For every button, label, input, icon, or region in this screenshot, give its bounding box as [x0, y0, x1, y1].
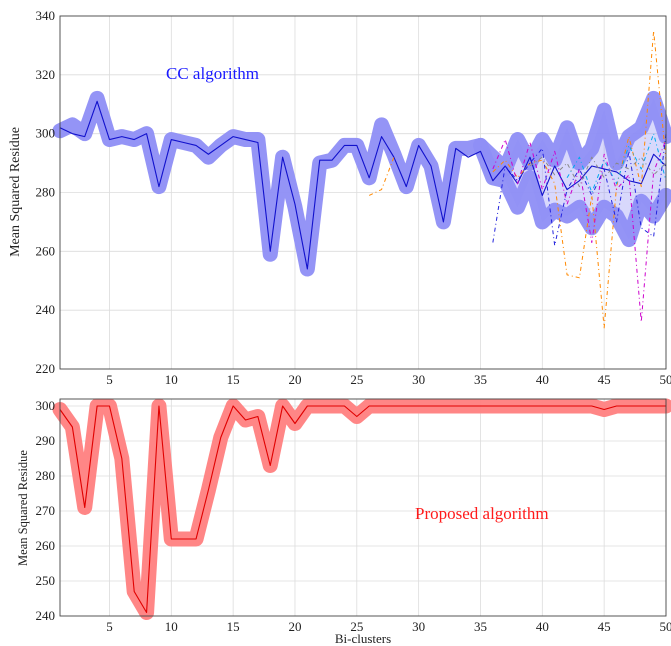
- y-tick-label: 280: [36, 185, 56, 200]
- x-tick-label: 20: [288, 372, 301, 387]
- x-tick-label: 20: [288, 619, 301, 634]
- series-line-0: [59, 405, 666, 614]
- cc-algorithm-annotation: CC algorithm: [166, 64, 259, 83]
- series-line-3: [492, 133, 667, 246]
- x-tick-label: 25: [350, 372, 363, 387]
- top-y-tick-labels: 220 240 260 280 300 320 340: [36, 8, 56, 376]
- top-plot-frame: [59, 15, 667, 370]
- y-tick-label: 260: [36, 538, 56, 553]
- lower-envelope-band: [472, 137, 671, 248]
- x-tick-label: 25: [350, 619, 363, 634]
- x-tick-label: 15: [227, 619, 240, 634]
- series-line-1: [368, 157, 395, 196]
- y-tick-label: 340: [36, 8, 56, 23]
- y-tick-label: 290: [36, 433, 56, 448]
- y-tick-label: 220: [36, 361, 56, 376]
- x-tick-label: 15: [227, 372, 240, 387]
- series-line-0: [59, 100, 667, 270]
- bottom-y-axis-label: Mean Squared Residue: [16, 450, 30, 566]
- x-tick-label: 35: [474, 619, 487, 634]
- bottom-x-axis-label: Bi-clusters: [335, 631, 391, 646]
- x-tick-label: 40: [536, 372, 549, 387]
- x-tick-label: 35: [474, 372, 487, 387]
- bottom-plot-frame: [59, 398, 667, 617]
- series-line-4: [566, 133, 667, 193]
- x-tick-label: 10: [165, 372, 178, 387]
- bottom-x-tick-labels: 5 10 15 20 25 30 35 40 45 50: [106, 619, 671, 634]
- y-tick-label: 300: [36, 126, 56, 141]
- bottom-series-lines: [59, 405, 666, 614]
- x-tick-label: 50: [660, 619, 671, 634]
- x-tick-label: 50: [660, 372, 671, 387]
- y-tick-label: 280: [36, 468, 56, 483]
- x-tick-label: 5: [106, 372, 113, 387]
- x-tick-label: 30: [412, 619, 425, 634]
- y-tick-label: 320: [36, 67, 56, 82]
- top-series-lines: [59, 30, 667, 329]
- top-y-axis-label: Mean Squared Residue: [8, 127, 23, 257]
- series-line-5: [529, 156, 667, 188]
- y-tick-label: 270: [36, 503, 56, 518]
- top-x-tick-labels: 5 10 15 20 25 30 35 40 45 50: [106, 372, 671, 387]
- bottom-envelope-band: [52, 398, 671, 620]
- series-band: [52, 398, 671, 620]
- proposed-algorithm-annotation: Proposed algorithm: [415, 504, 549, 523]
- y-tick-label: 240: [36, 608, 56, 623]
- series-line-1: [492, 30, 667, 329]
- y-tick-label: 250: [36, 573, 56, 588]
- bottom-y-tick-labels: 240 250 260 270 280 290 300: [36, 398, 56, 623]
- x-tick-label: 10: [165, 619, 178, 634]
- x-tick-label: 45: [598, 372, 611, 387]
- x-tick-label: 40: [536, 619, 549, 634]
- x-tick-label: 30: [412, 372, 425, 387]
- x-tick-label: 45: [598, 619, 611, 634]
- y-tick-label: 300: [36, 398, 56, 413]
- y-tick-label: 260: [36, 243, 56, 258]
- y-tick-label: 240: [36, 302, 56, 317]
- x-tick-label: 5: [106, 619, 113, 634]
